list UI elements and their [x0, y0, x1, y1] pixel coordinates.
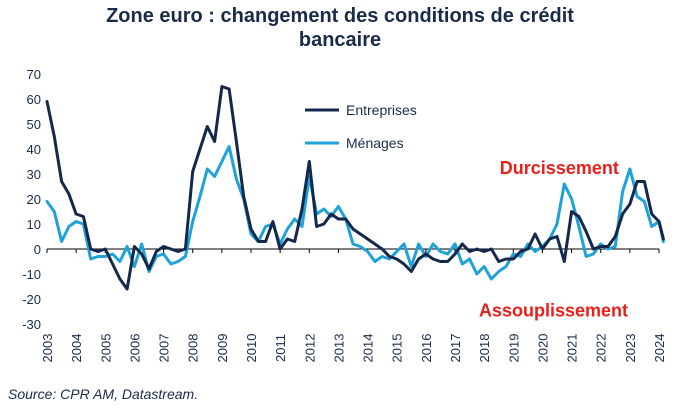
x-tick-label: 2015	[390, 334, 405, 363]
x-tick-label: 2017	[448, 334, 463, 363]
legend-label: Entreprises	[346, 102, 417, 118]
x-tick-label: 2022	[594, 334, 609, 363]
y-tick-label: 70	[27, 67, 41, 82]
x-tick-label: 2010	[244, 334, 259, 363]
x-tick-label: 2004	[69, 334, 84, 363]
y-tick-label: -20	[22, 292, 41, 307]
series-line-entreprises	[45, 85, 665, 291]
x-tick-label: 2021	[565, 334, 580, 363]
x-tick-label: 2018	[477, 334, 492, 363]
x-tick-label: 2005	[98, 334, 113, 363]
y-tick-label: -10	[22, 267, 41, 282]
x-tick-label: 2020	[535, 334, 550, 363]
x-tick-label: 2014	[361, 334, 376, 363]
x-tick-label: 2007	[157, 334, 172, 363]
x-tick-label: 2019	[506, 334, 521, 363]
x-tick-label: 2006	[127, 334, 142, 363]
y-tick-label: 0	[34, 242, 41, 257]
x-tick-label: 2008	[186, 334, 201, 363]
x-tick-label: 2024	[652, 334, 667, 363]
annotation-label: Durcissement	[500, 158, 619, 178]
chart-subtitle-line: bancaire	[298, 29, 382, 51]
annotation-label: Assouplissement	[479, 301, 628, 321]
y-tick-label: 30	[27, 167, 41, 182]
y-tick-label: 10	[27, 217, 41, 232]
x-tick-label: 2023	[623, 334, 638, 363]
x-tick-label: 2011	[273, 334, 288, 362]
legend-label: Ménages	[346, 135, 404, 151]
chart-title: Zone euro : changement des conditions de…	[106, 5, 574, 27]
y-tick-label: 50	[27, 117, 41, 132]
y-tick-label: -30	[22, 317, 41, 332]
y-tick-label: 20	[27, 192, 41, 207]
x-tick-label: 2012	[302, 334, 317, 363]
source-note: Source: CPR AM, Datastream.	[8, 386, 199, 402]
x-tick-label: 2009	[215, 334, 230, 363]
y-tick-label: 60	[27, 92, 41, 107]
x-tick-label: 2016	[419, 334, 434, 363]
x-tick-label: 2003	[40, 334, 55, 363]
y-tick-label: 40	[27, 142, 41, 157]
x-tick-label: 2013	[331, 334, 346, 363]
